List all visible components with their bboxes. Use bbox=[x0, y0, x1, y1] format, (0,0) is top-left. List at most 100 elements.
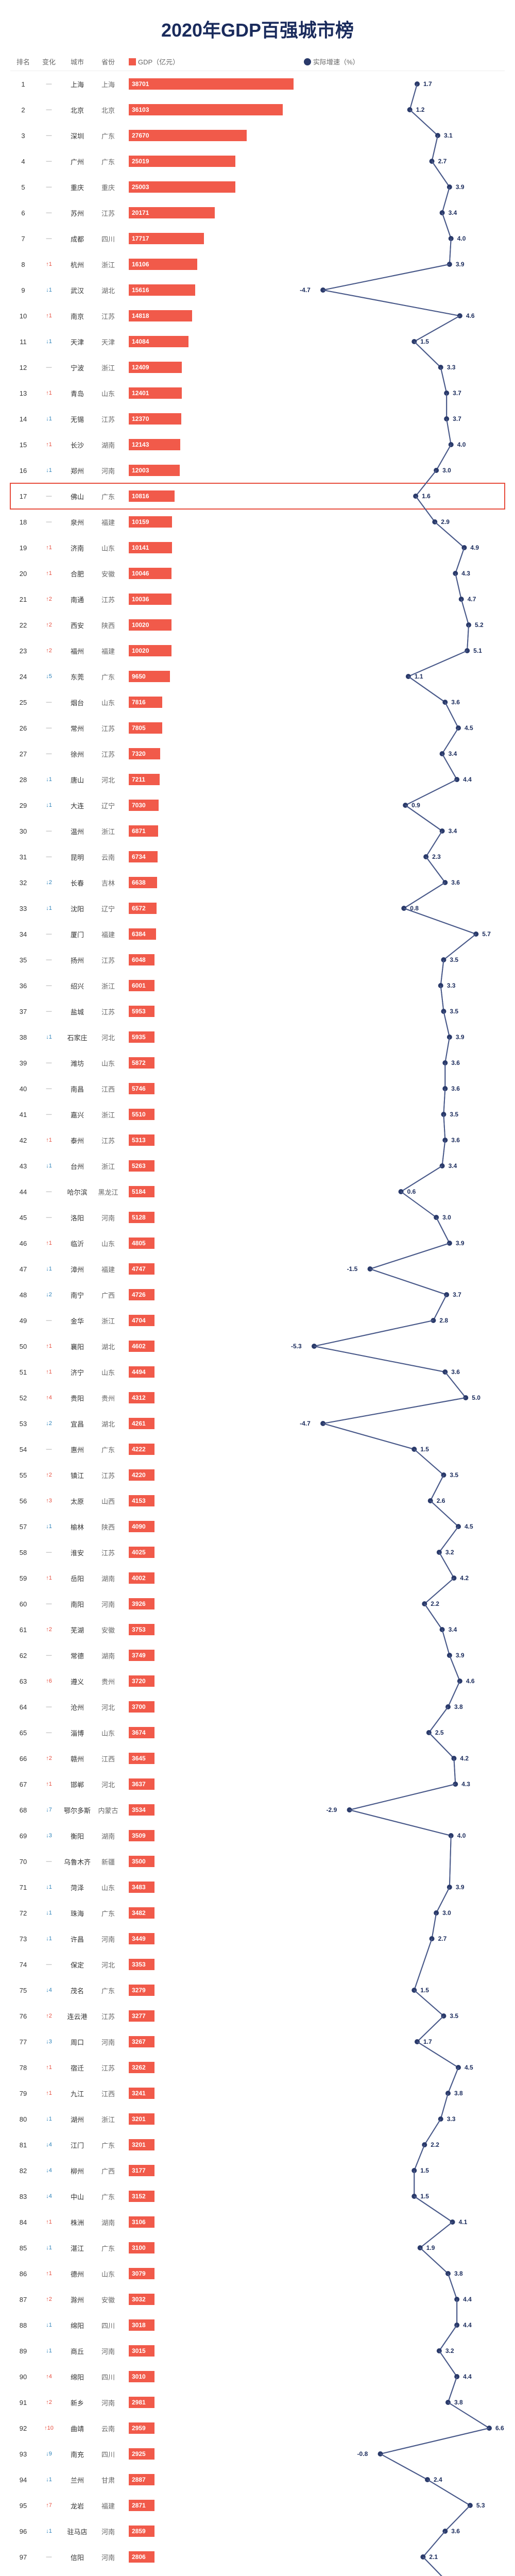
growth-area: 3.6 bbox=[304, 2518, 505, 2544]
growth-svg bbox=[304, 1076, 505, 1101]
gdp-bar: 10020 bbox=[129, 619, 171, 631]
growth-svg bbox=[304, 1462, 505, 1488]
rank-cell: 43 bbox=[10, 1162, 36, 1170]
province-cell: 浙江 bbox=[93, 826, 124, 836]
change-cell: ↓1 bbox=[36, 1266, 62, 1272]
gdp-bar: 3645 bbox=[129, 1753, 154, 1764]
growth-svg bbox=[304, 1771, 505, 1797]
growth-area: 5.3 bbox=[304, 2493, 505, 2518]
rank-cell: 81 bbox=[10, 2141, 36, 2149]
province-cell: 江苏 bbox=[93, 955, 124, 965]
gdp-bar: 3152 bbox=[129, 2191, 154, 2202]
change-cell: ↑2 bbox=[36, 1755, 62, 1761]
province-cell: 江苏 bbox=[93, 2011, 124, 2021]
city-cell: 珠海 bbox=[62, 1908, 93, 1918]
growth-area: 3.5 bbox=[304, 998, 505, 1024]
gdp-bar: 5935 bbox=[129, 1031, 154, 1043]
province-cell: 湖南 bbox=[93, 1573, 124, 1583]
table-row: 84↑1株洲湖南31064.1 bbox=[10, 2209, 505, 2235]
province-cell: 湖南 bbox=[93, 2217, 124, 2227]
province-cell: 广东 bbox=[93, 2192, 124, 2201]
change-cell: ↓1 bbox=[36, 1910, 62, 1916]
change-cell: ↓7 bbox=[36, 1807, 62, 1813]
change-cell: ↓4 bbox=[36, 1987, 62, 1993]
table-row: 40—南昌江西57463.6 bbox=[10, 1076, 505, 1101]
growth-svg bbox=[304, 200, 505, 226]
growth-area: 2.2 bbox=[304, 2132, 505, 2158]
rank-cell: 54 bbox=[10, 1446, 36, 1453]
table-row: 27—徐州江苏73203.4 bbox=[10, 741, 505, 767]
change-cell: — bbox=[36, 725, 62, 731]
gdp-bar: 5263 bbox=[129, 1160, 154, 1172]
growth-svg bbox=[304, 2235, 505, 2261]
province-cell: 四川 bbox=[93, 2320, 124, 2330]
gdp-cell: 3262 bbox=[124, 2062, 304, 2073]
rank-cell: 2 bbox=[10, 106, 36, 114]
table-row: 15↑1长沙湖南121434.0 bbox=[10, 432, 505, 457]
city-cell: 漳州 bbox=[62, 1264, 93, 1274]
city-cell: 武汉 bbox=[62, 285, 93, 295]
table-row: 55↑2镇江江苏42203.5 bbox=[10, 1462, 505, 1488]
change-cell: ↓1 bbox=[36, 905, 62, 911]
gdp-cell: 4261 bbox=[124, 1418, 304, 1429]
gdp-bar: 4726 bbox=[129, 1289, 154, 1300]
growth-svg bbox=[304, 1282, 505, 1308]
city-cell: 柳州 bbox=[62, 2166, 93, 2176]
growth-svg bbox=[304, 1977, 505, 2003]
change-cell: ↓1 bbox=[36, 467, 62, 473]
gdp-cell: 4704 bbox=[124, 1315, 304, 1326]
gdp-cell: 5935 bbox=[124, 1031, 304, 1043]
city-cell: 湖州 bbox=[62, 2114, 93, 2124]
city-cell: 上海 bbox=[62, 79, 93, 89]
growth-area: -0.8 bbox=[304, 2441, 505, 2467]
gdp-bar: 7211 bbox=[129, 774, 160, 785]
rank-cell: 8 bbox=[10, 261, 36, 268]
city-cell: 岳阳 bbox=[62, 1573, 93, 1583]
province-cell: 浙江 bbox=[93, 1161, 124, 1171]
growth-area: 4.5 bbox=[304, 2055, 505, 2080]
city-cell: 石家庄 bbox=[62, 1032, 93, 1042]
growth-area: 4.2 bbox=[304, 1745, 505, 1771]
province-cell: 四川 bbox=[93, 2372, 124, 2382]
rank-cell: 56 bbox=[10, 1497, 36, 1505]
gdp-bar: 12003 bbox=[129, 465, 180, 476]
gdp-cell: 6572 bbox=[124, 903, 304, 914]
province-cell: 贵州 bbox=[93, 1676, 124, 1686]
growth-svg bbox=[304, 1024, 505, 1050]
gdp-cell: 5872 bbox=[124, 1057, 304, 1069]
province-cell: 浙江 bbox=[93, 363, 124, 372]
change-cell: ↑10 bbox=[36, 2425, 62, 2431]
gdp-cell: 4025 bbox=[124, 1547, 304, 1558]
gdp-bar: 3015 bbox=[129, 2345, 154, 2357]
rank-cell: 77 bbox=[10, 2038, 36, 2046]
change-cell: ↑2 bbox=[36, 1472, 62, 1478]
change-cell: — bbox=[36, 81, 62, 87]
growth-svg bbox=[304, 1642, 505, 1668]
growth-svg bbox=[304, 1411, 505, 1436]
province-cell: 上海 bbox=[93, 79, 124, 89]
change-cell: ↑2 bbox=[36, 648, 62, 654]
change-cell: ↓1 bbox=[36, 1936, 62, 1942]
province-cell: 山东 bbox=[93, 543, 124, 553]
gdp-bar: 5872 bbox=[129, 1057, 154, 1069]
gdp-bar: 6048 bbox=[129, 954, 154, 965]
growth-dot bbox=[457, 1679, 462, 1684]
change-cell: — bbox=[36, 1730, 62, 1736]
gdp-bar: 3674 bbox=[129, 1727, 154, 1738]
gdp-bar: 25019 bbox=[129, 156, 235, 167]
growth-area: 0.6 bbox=[304, 1179, 505, 1205]
gdp-cell: 4805 bbox=[124, 1238, 304, 1249]
table-row: 59↑1岳阳湖南40024.2 bbox=[10, 1565, 505, 1591]
gdp-cell: 6871 bbox=[124, 825, 304, 837]
growth-svg bbox=[304, 148, 505, 174]
gdp-cell: 3277 bbox=[124, 2010, 304, 2022]
city-cell: 宜昌 bbox=[62, 1419, 93, 1429]
change-cell: — bbox=[36, 132, 62, 139]
legend-dot-icon bbox=[304, 58, 311, 65]
gdp-cell: 2925 bbox=[124, 2448, 304, 2460]
gdp-bar: 6384 bbox=[129, 928, 156, 940]
growth-svg bbox=[304, 1153, 505, 1179]
table-row: 82↓4柳州广西31771.5 bbox=[10, 2158, 505, 2183]
gdp-cell: 15616 bbox=[124, 284, 304, 296]
rank-cell: 59 bbox=[10, 1574, 36, 1582]
